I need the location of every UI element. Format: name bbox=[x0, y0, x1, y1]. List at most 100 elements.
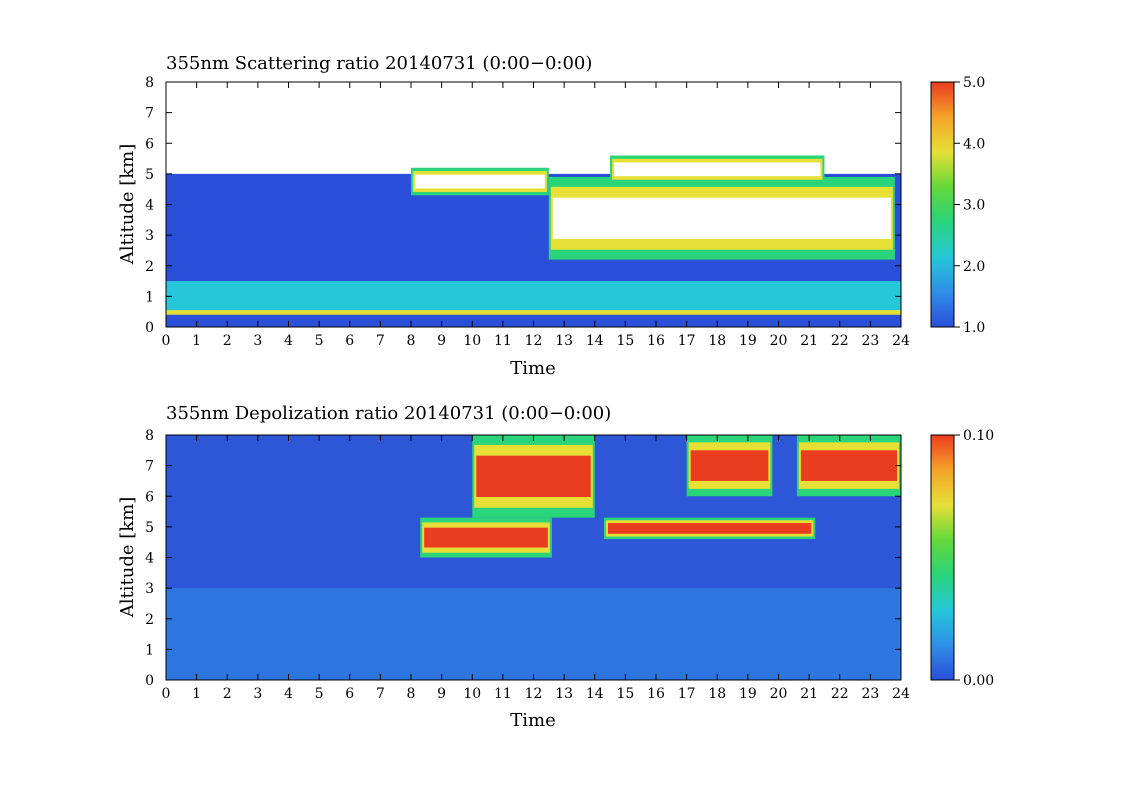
y-tick-label: 1 bbox=[145, 289, 154, 305]
scattering-plot-area bbox=[165, 81, 902, 328]
colorbar-tick-label: 2.0 bbox=[963, 259, 985, 275]
x-tick-label: 20 bbox=[770, 686, 788, 702]
x-tick-label: 5 bbox=[315, 686, 324, 702]
x-tick-label: 16 bbox=[647, 333, 665, 349]
x-axis: 0 1 2 3 4 5 6 7 8 9 10 11 12 13 14 15 16 17 18 19 20 21 22 23 24 bbox=[162, 435, 910, 702]
x-tick-label: 15 bbox=[616, 333, 634, 349]
x-tick-label: 2 bbox=[223, 333, 232, 349]
cloud-layer-core bbox=[476, 455, 591, 498]
x-tick-label: 2 bbox=[223, 686, 232, 702]
x-tick-label: 12 bbox=[525, 686, 543, 702]
colorbar: 1.0 2.0 3.0 4.0 5.0 bbox=[930, 75, 985, 336]
scattering-heatmap bbox=[166, 155, 901, 327]
background-layer bbox=[166, 588, 901, 680]
x-tick-label: 24 bbox=[892, 686, 910, 702]
x-tick-label: 8 bbox=[407, 686, 416, 702]
x-tick-label: 17 bbox=[678, 333, 696, 349]
x-tick-label: 3 bbox=[253, 686, 262, 702]
x-tick-label: 14 bbox=[586, 686, 604, 702]
x-tick-label: 21 bbox=[800, 686, 818, 702]
y-tick-label: 2 bbox=[145, 612, 154, 628]
y-axis-label: Altitude [km] bbox=[117, 497, 138, 619]
x-axis-label: Time bbox=[510, 710, 555, 731]
y-tick-label: 1 bbox=[145, 642, 154, 658]
colorbar-tick-label: 0.00 bbox=[963, 673, 994, 689]
x-tick-label: 22 bbox=[831, 686, 849, 702]
x-tick-label: 15 bbox=[616, 686, 634, 702]
surface-layer bbox=[166, 310, 901, 315]
cloud-layer-core bbox=[424, 527, 548, 548]
y-tick-label: 3 bbox=[145, 228, 154, 244]
x-tick-label: 18 bbox=[708, 686, 726, 702]
x-tick-label: 11 bbox=[494, 686, 512, 702]
y-tick-label: 0 bbox=[145, 673, 154, 689]
x-tick-label: 4 bbox=[284, 333, 293, 349]
x-tick-label: 19 bbox=[739, 686, 757, 702]
depolization-heatmap bbox=[166, 435, 901, 680]
x-tick-label: 17 bbox=[678, 686, 696, 702]
y-axis-label: Altitude [km] bbox=[117, 144, 138, 266]
x-tick-label: 9 bbox=[437, 686, 446, 702]
x-tick-label: 6 bbox=[345, 686, 354, 702]
x-tick-label: 12 bbox=[525, 333, 543, 349]
colorbar: 0.00 0.10 bbox=[930, 428, 994, 689]
cloud-layer-core bbox=[800, 450, 897, 481]
y-axis: 0 1 2 3 4 5 6 7 8 bbox=[145, 75, 901, 336]
x-tick-label: 22 bbox=[831, 333, 849, 349]
y-tick-label: 3 bbox=[145, 581, 154, 597]
x-tick-label: 7 bbox=[376, 686, 385, 702]
x-tick-label: 0 bbox=[162, 333, 171, 349]
chart-title: 355nm Scattering ratio 20140731 (0:00−0:… bbox=[166, 53, 592, 74]
x-tick-label: 7 bbox=[376, 333, 385, 349]
x-tick-label: 13 bbox=[555, 686, 573, 702]
y-tick-label: 4 bbox=[145, 198, 154, 214]
y-axis: 0 1 2 3 4 5 6 7 8 bbox=[145, 428, 901, 689]
cloud-layer-core bbox=[607, 523, 812, 534]
x-tick-label: 18 bbox=[708, 333, 726, 349]
x-tick-label: 23 bbox=[861, 686, 879, 702]
x-tick-label: 8 bbox=[407, 333, 416, 349]
depolization-plot-area bbox=[165, 434, 902, 681]
x-tick-label: 11 bbox=[494, 333, 512, 349]
x-tick-label: 13 bbox=[555, 333, 573, 349]
x-tick-label: 1 bbox=[192, 333, 201, 349]
x-tick-label: 6 bbox=[345, 333, 354, 349]
scattering-panel: 355nm Scattering ratio 20140731 (0:00−0:… bbox=[117, 53, 985, 379]
cloud-layer-core bbox=[415, 174, 545, 189]
colorbar-tick-label: 0.10 bbox=[963, 428, 994, 444]
x-tick-label: 4 bbox=[284, 686, 293, 702]
x-tick-label: 14 bbox=[586, 333, 604, 349]
x-tick-label: 16 bbox=[647, 686, 665, 702]
y-tick-label: 5 bbox=[145, 167, 154, 183]
x-tick-label: 23 bbox=[861, 333, 879, 349]
chart-title: 355nm Depolization ratio 20140731 (0:00−… bbox=[166, 403, 611, 424]
x-tick-label: 10 bbox=[463, 333, 481, 349]
y-tick-label: 5 bbox=[145, 520, 154, 536]
y-tick-label: 7 bbox=[145, 459, 154, 475]
y-tick-label: 2 bbox=[145, 259, 154, 275]
colorbar-tick-label: 1.0 bbox=[963, 320, 985, 336]
y-tick-label: 8 bbox=[145, 428, 154, 444]
cloud-layer-core bbox=[552, 197, 891, 239]
depolization-panel: 355nm Depolization ratio 20140731 (0:00−… bbox=[117, 403, 994, 731]
y-tick-label: 0 bbox=[145, 320, 154, 336]
colorbar-tick-label: 3.0 bbox=[963, 198, 985, 214]
colorbar-tick-label: 4.0 bbox=[963, 136, 985, 152]
cloud-layer-core bbox=[690, 450, 769, 481]
cloud-layer-core bbox=[614, 162, 821, 177]
x-tick-label: 24 bbox=[892, 333, 910, 349]
colorbar-tick-label: 5.0 bbox=[963, 75, 985, 91]
x-tick-label: 1 bbox=[192, 686, 201, 702]
x-axis: 0 1 2 3 4 5 6 7 8 9 10 11 12 13 14 15 16 17 18 19 20 21 22 23 24 bbox=[162, 82, 910, 349]
x-tick-label: 21 bbox=[800, 333, 818, 349]
x-tick-label: 20 bbox=[770, 333, 788, 349]
boundary-layer bbox=[166, 281, 901, 312]
x-tick-label: 3 bbox=[253, 333, 262, 349]
y-tick-label: 7 bbox=[145, 106, 154, 122]
x-tick-label: 0 bbox=[162, 686, 171, 702]
x-tick-label: 9 bbox=[437, 333, 446, 349]
x-axis-label: Time bbox=[510, 358, 555, 379]
y-tick-label: 6 bbox=[145, 136, 154, 152]
x-tick-label: 5 bbox=[315, 333, 324, 349]
